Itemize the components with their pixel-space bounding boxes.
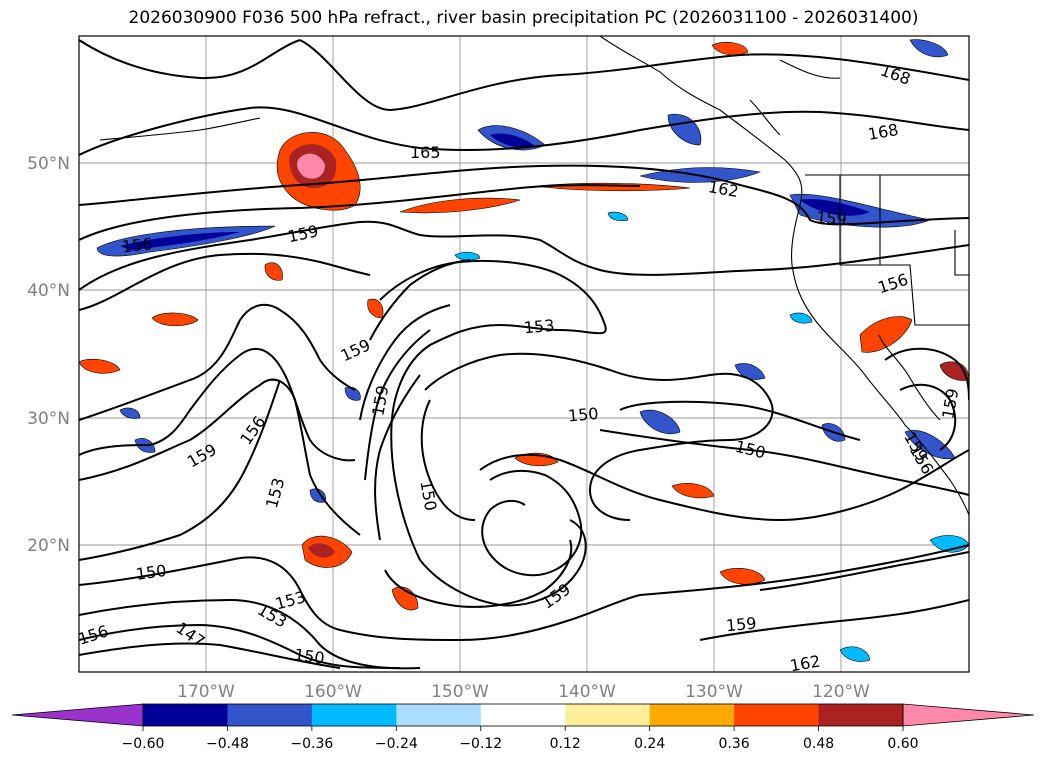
colorbar-frame	[142, 703, 904, 727]
colorbar-tick-label: −0.48	[206, 736, 249, 752]
colorbar-tick-label: 0.24	[634, 736, 665, 752]
contour-label: 162	[788, 651, 821, 675]
colorbar-segment	[143, 704, 228, 726]
longitude-label: 150°W	[431, 682, 489, 702]
colorbar-tick-label: −0.24	[375, 736, 418, 752]
colorbar-tick-label: 0.12	[550, 736, 581, 752]
longitude-label: 120°W	[812, 682, 870, 702]
colorbar-segment	[649, 704, 735, 726]
colorbar-extend-high	[902, 703, 1035, 727]
contour-label: 156	[121, 234, 153, 256]
precipitation-anomaly-fields	[79, 39, 969, 662]
graticule	[79, 36, 969, 672]
contour-label: 165	[410, 143, 441, 162]
colorbar-segment	[227, 704, 313, 726]
colorbar-segment	[311, 704, 397, 726]
latitude-label: 40°N	[27, 281, 70, 301]
colorbar-tick-label: 0.60	[887, 736, 918, 752]
contour-label: 159	[725, 614, 757, 636]
map-title: 2026030900 F036 500 hPa refract., river …	[128, 8, 919, 28]
longitude-label: 140°W	[558, 682, 616, 702]
colorbar-tick-label: 0.48	[803, 736, 834, 752]
longitude-label: 160°W	[304, 682, 362, 702]
colorbar-tick-label: −0.12	[459, 736, 502, 752]
colorbar-segment	[818, 704, 904, 726]
latitude-label: 50°N	[27, 154, 70, 174]
refractivity-contours	[79, 39, 969, 670]
latitude-axis: 50°N 40°N 30°N 20°N	[27, 154, 70, 556]
map-frame	[78, 35, 970, 673]
latitude-label: 30°N	[27, 409, 70, 429]
colorbar-extend-low	[11, 703, 144, 727]
colorbar-segment	[565, 704, 651, 726]
contour-label: 150	[293, 645, 326, 668]
colorbar-tick-label: −0.36	[290, 736, 333, 752]
contour-label: 150	[567, 404, 599, 426]
longitude-label: 170°W	[177, 682, 235, 702]
colorbar-segment	[480, 704, 566, 726]
colorbar-segment	[734, 704, 820, 726]
colorbar-tick-label: 0.36	[719, 736, 750, 752]
map-plot-area: 165 168 168 162 159 159 156 156 159 153 …	[79, 36, 969, 675]
contour-label: 159	[815, 208, 847, 230]
colorbar-tick-label: −0.60	[122, 736, 165, 752]
contour-label: 153	[523, 316, 555, 338]
colorbar: −0.60 −0.48 −0.36 −0.24 −0.12 0.12 0.24 0.36 0.4…	[11, 703, 1035, 752]
longitude-axis: 170°W 160°W 150°W 140°W 130°W 120°W	[177, 682, 870, 702]
colorbar-segment	[396, 704, 482, 726]
latitude-label: 20°N	[27, 536, 70, 556]
longitude-label: 130°W	[685, 682, 743, 702]
contour-label: 150	[135, 561, 168, 584]
